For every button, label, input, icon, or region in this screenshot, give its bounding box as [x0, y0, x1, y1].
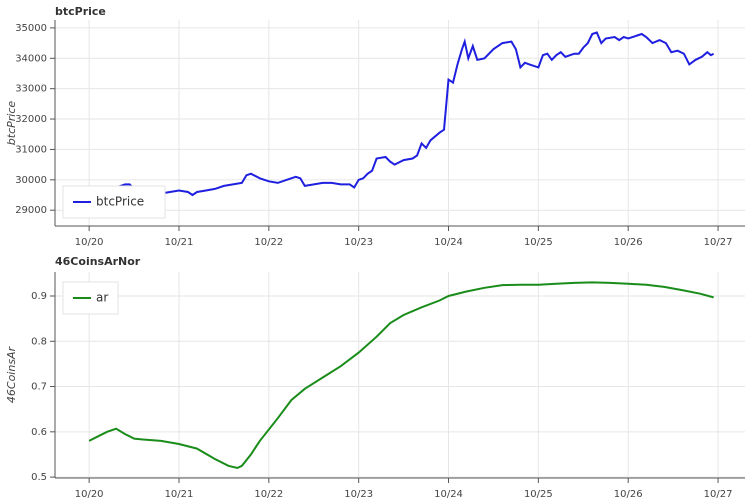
x-tick-label: 10/23	[344, 237, 373, 248]
y-tick-label: 33000	[15, 84, 47, 95]
chart-title: btcPrice	[55, 5, 106, 18]
y-tick-label: 34000	[15, 53, 47, 64]
y-tick-label: 0.7	[31, 382, 47, 393]
x-tick-label: 10/25	[524, 237, 553, 248]
y-tick-label: 0.8	[31, 336, 47, 347]
line	[115, 31, 715, 197]
legend-label: ar	[96, 291, 108, 305]
y-axis-label: 46CoinsAr	[5, 345, 18, 403]
x-tick-label: 10/26	[614, 237, 643, 248]
x-tick-label: 10/21	[165, 237, 194, 248]
y-tick-label: 29000	[15, 205, 47, 216]
chart-title: 46CoinsArNor	[55, 255, 141, 268]
y-tick-label: 35000	[15, 23, 47, 34]
y-tick-label: 31000	[15, 144, 47, 155]
y-tick-label: 0.5	[31, 472, 47, 483]
x-tick-label: 10/20	[75, 489, 104, 500]
x-tick-label: 10/23	[344, 489, 373, 500]
x-tick-label: 10/22	[254, 489, 283, 500]
legend-box	[62, 185, 166, 219]
y-tick-label: 30000	[15, 175, 47, 186]
x-tick-label: 10/27	[704, 237, 733, 248]
x-tick-label: 10/24	[434, 237, 463, 248]
legend-label: btcPrice	[96, 195, 144, 209]
x-tick-label: 10/20	[75, 237, 104, 248]
line	[88, 281, 714, 470]
y-tick-label: 0.9	[31, 291, 47, 302]
y-tick-label: 32000	[15, 114, 47, 125]
x-tick-label: 10/24	[434, 489, 463, 500]
x-tick-label: 10/25	[524, 489, 553, 500]
y-tick-label: 0.6	[31, 427, 47, 438]
x-tick-label: 10/26	[614, 489, 643, 500]
x-tick-label: 10/21	[165, 489, 194, 500]
x-tick-label: 10/22	[254, 237, 283, 248]
x-tick-label: 10/27	[704, 489, 733, 500]
y-axis-label: btcPrice	[5, 101, 18, 146]
